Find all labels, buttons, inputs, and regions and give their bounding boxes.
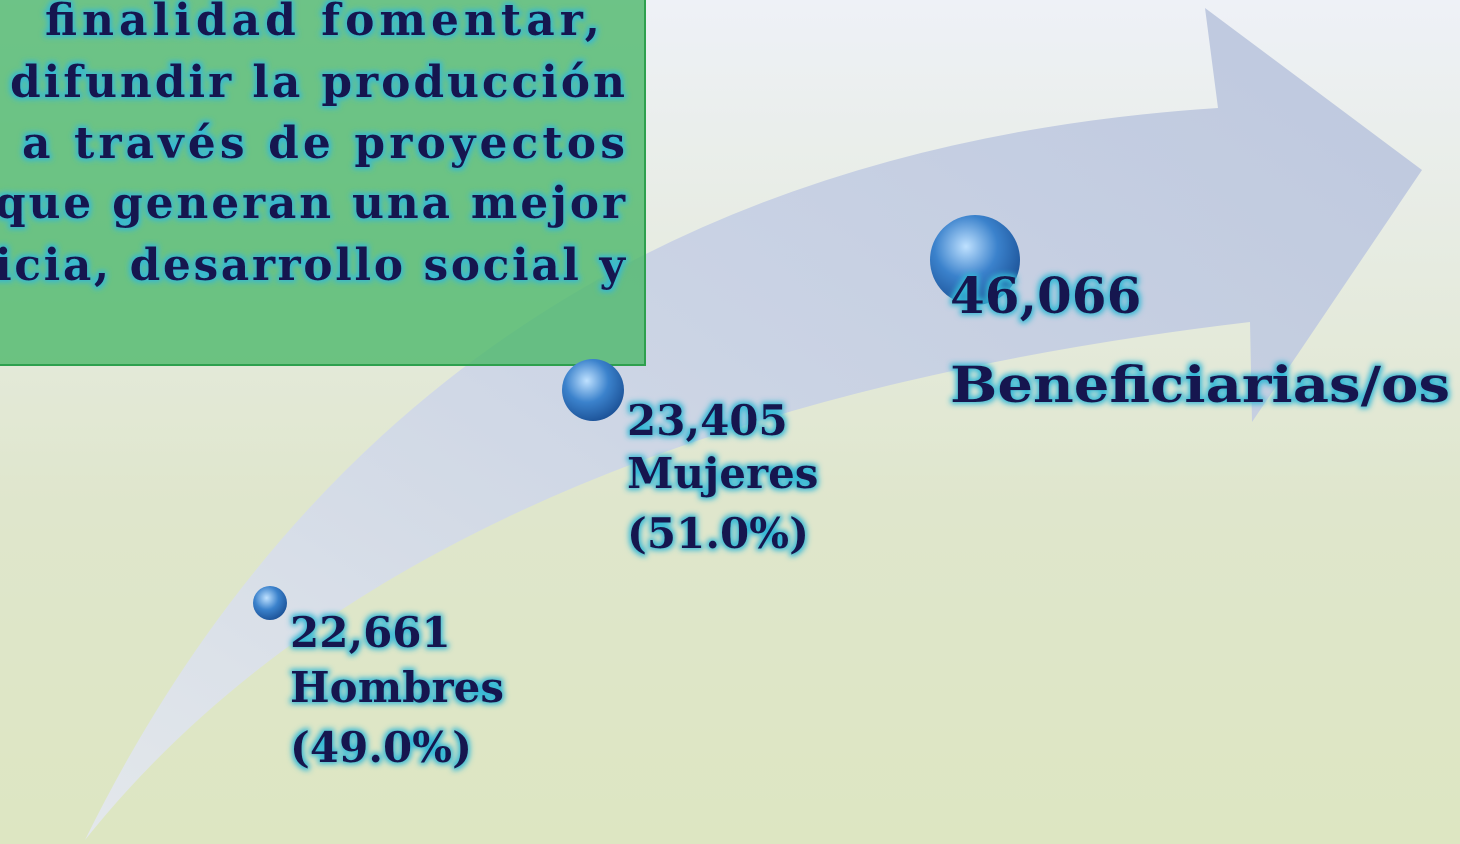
milestone-value: 46,066 <box>950 266 1141 325</box>
milestone-share: (49.0%) <box>290 723 472 772</box>
milestone-dot <box>253 586 287 620</box>
slide: finalidad fomentar, difundir la producci… <box>0 0 1460 844</box>
milestone-value: 22,661 <box>290 608 451 657</box>
milestone-dot <box>562 359 624 421</box>
milestone-label: Hombres <box>290 663 504 712</box>
milestone-label: Mujeres <box>627 449 818 498</box>
intro-line: que generan una mejor <box>0 178 626 229</box>
milestone-value: 23,405 <box>627 396 788 445</box>
milestone-share: (51.0%) <box>627 509 809 558</box>
intro-text: finalidad fomentar, difundir la producci… <box>0 0 626 291</box>
intro-line: finalidad fomentar, <box>45 0 600 46</box>
intro-line: a través de proyectos <box>22 118 625 169</box>
intro-line: difundir la producción <box>10 57 625 108</box>
milestone-label: Beneficiarias/os <box>950 355 1450 414</box>
intro-line: icia, desarrollo social y <box>0 240 626 291</box>
page: finalidad fomentar, difundir la producci… <box>0 0 1460 844</box>
